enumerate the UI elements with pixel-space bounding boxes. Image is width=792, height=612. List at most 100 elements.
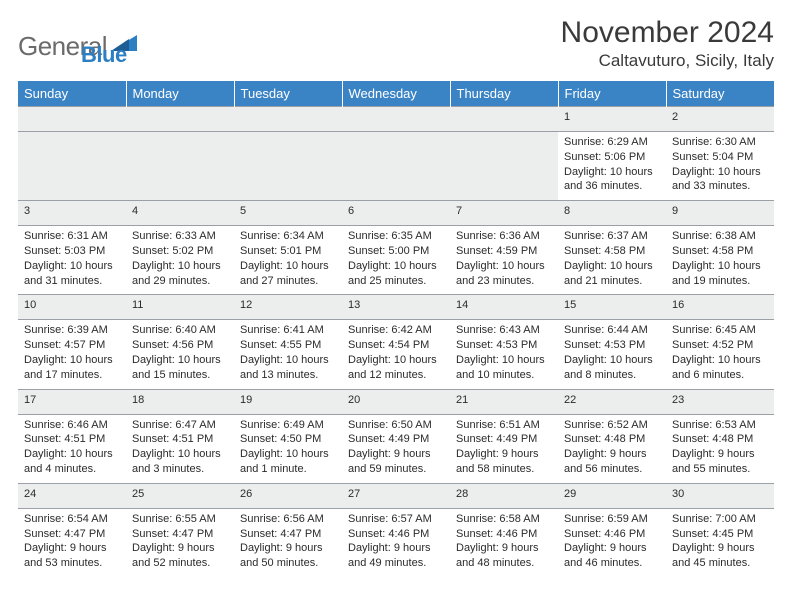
day-content-cell: Sunrise: 6:58 AMSunset: 4:46 PMDaylight:…: [450, 508, 558, 577]
day-header: Thursday: [450, 81, 558, 107]
daylight-text: Daylight: 9 hours and 48 minutes.: [456, 541, 552, 571]
daylight-text: Daylight: 10 hours and 8 minutes.: [564, 353, 660, 383]
sunset-text: Sunset: 5:04 PM: [672, 150, 768, 165]
sunrise-text: Sunrise: 6:42 AM: [348, 323, 444, 338]
sunset-text: Sunset: 4:51 PM: [132, 432, 228, 447]
daylight-text: Daylight: 10 hours and 13 minutes.: [240, 353, 336, 383]
day-content-cell: Sunrise: 6:35 AMSunset: 5:00 PMDaylight:…: [342, 226, 450, 295]
day-number-cell: 15: [558, 295, 666, 320]
daylight-text: Daylight: 10 hours and 6 minutes.: [672, 353, 768, 383]
daylight-text: Daylight: 9 hours and 58 minutes.: [456, 447, 552, 477]
daylight-text: Daylight: 10 hours and 36 minutes.: [564, 165, 660, 195]
day-number-cell: 27: [342, 483, 450, 508]
sunrise-text: Sunrise: 6:49 AM: [240, 418, 336, 433]
daylight-text: Daylight: 10 hours and 17 minutes.: [24, 353, 120, 383]
day-content-cell: Sunrise: 6:54 AMSunset: 4:47 PMDaylight:…: [18, 508, 126, 577]
daylight-text: Daylight: 9 hours and 59 minutes.: [348, 447, 444, 477]
sunset-text: Sunset: 4:47 PM: [24, 527, 120, 542]
sunrise-text: Sunrise: 6:31 AM: [24, 229, 120, 244]
header: General Blue November 2024 Caltavuturo, …: [18, 16, 774, 71]
content-row: Sunrise: 6:54 AMSunset: 4:47 PMDaylight:…: [18, 508, 774, 577]
daylight-text: Daylight: 9 hours and 45 minutes.: [672, 541, 768, 571]
day-number-cell: 29: [558, 483, 666, 508]
day-header: Friday: [558, 81, 666, 107]
location: Caltavuturo, Sicily, Italy: [561, 51, 774, 71]
day-content-cell: Sunrise: 6:52 AMSunset: 4:48 PMDaylight:…: [558, 414, 666, 483]
day-number-cell: 3: [18, 201, 126, 226]
sunset-text: Sunset: 5:06 PM: [564, 150, 660, 165]
day-number-cell: 2: [666, 107, 774, 132]
day-content-cell: Sunrise: 6:33 AMSunset: 5:02 PMDaylight:…: [126, 226, 234, 295]
day-number-cell: 9: [666, 201, 774, 226]
sunset-text: Sunset: 4:52 PM: [672, 338, 768, 353]
day-number-cell: 28: [450, 483, 558, 508]
day-number-cell: 20: [342, 389, 450, 414]
daylight-text: Daylight: 10 hours and 15 minutes.: [132, 353, 228, 383]
daylight-text: Daylight: 9 hours and 53 minutes.: [24, 541, 120, 571]
day-number-cell: 26: [234, 483, 342, 508]
sunset-text: Sunset: 4:46 PM: [564, 527, 660, 542]
daynum-row: 10111213141516: [18, 295, 774, 320]
day-number-cell: 11: [126, 295, 234, 320]
day-content-cell: Sunrise: 6:39 AMSunset: 4:57 PMDaylight:…: [18, 320, 126, 389]
calendar-header-row: SundayMondayTuesdayWednesdayThursdayFrid…: [18, 81, 774, 107]
daylight-text: Daylight: 10 hours and 12 minutes.: [348, 353, 444, 383]
day-content-cell: Sunrise: 6:51 AMSunset: 4:49 PMDaylight:…: [450, 414, 558, 483]
sunset-text: Sunset: 4:49 PM: [348, 432, 444, 447]
day-number-cell: 7: [450, 201, 558, 226]
sunset-text: Sunset: 4:53 PM: [456, 338, 552, 353]
day-number-cell: 18: [126, 389, 234, 414]
sunset-text: Sunset: 4:57 PM: [24, 338, 120, 353]
sunrise-text: Sunrise: 6:34 AM: [240, 229, 336, 244]
daylight-text: Daylight: 9 hours and 46 minutes.: [564, 541, 660, 571]
day-number-cell: 30: [666, 483, 774, 508]
sunrise-text: Sunrise: 6:37 AM: [564, 229, 660, 244]
day-number-cell: 19: [234, 389, 342, 414]
sunset-text: Sunset: 4:46 PM: [348, 527, 444, 542]
day-content-cell: [450, 131, 558, 200]
day-content-cell: [342, 131, 450, 200]
day-number-cell: 23: [666, 389, 774, 414]
sunrise-text: Sunrise: 6:57 AM: [348, 512, 444, 527]
sunrise-text: Sunrise: 6:58 AM: [456, 512, 552, 527]
day-content-cell: Sunrise: 6:44 AMSunset: 4:53 PMDaylight:…: [558, 320, 666, 389]
sunrise-text: Sunrise: 6:39 AM: [24, 323, 120, 338]
daylight-text: Daylight: 10 hours and 1 minute.: [240, 447, 336, 477]
daylight-text: Daylight: 10 hours and 3 minutes.: [132, 447, 228, 477]
day-content-cell: Sunrise: 6:29 AMSunset: 5:06 PMDaylight:…: [558, 131, 666, 200]
sunrise-text: Sunrise: 6:55 AM: [132, 512, 228, 527]
day-number-cell: 21: [450, 389, 558, 414]
day-header: Wednesday: [342, 81, 450, 107]
daylight-text: Daylight: 10 hours and 33 minutes.: [672, 165, 768, 195]
sunset-text: Sunset: 4:49 PM: [456, 432, 552, 447]
daylight-text: Daylight: 9 hours and 56 minutes.: [564, 447, 660, 477]
day-header: Tuesday: [234, 81, 342, 107]
day-content-cell: Sunrise: 6:45 AMSunset: 4:52 PMDaylight:…: [666, 320, 774, 389]
day-content-cell: Sunrise: 6:42 AMSunset: 4:54 PMDaylight:…: [342, 320, 450, 389]
sunset-text: Sunset: 4:55 PM: [240, 338, 336, 353]
day-content-cell: Sunrise: 6:57 AMSunset: 4:46 PMDaylight:…: [342, 508, 450, 577]
day-number-cell: 25: [126, 483, 234, 508]
sunset-text: Sunset: 4:59 PM: [456, 244, 552, 259]
sunrise-text: Sunrise: 6:59 AM: [564, 512, 660, 527]
sunrise-text: Sunrise: 6:50 AM: [348, 418, 444, 433]
day-number-cell: 12: [234, 295, 342, 320]
day-content-cell: Sunrise: 6:43 AMSunset: 4:53 PMDaylight:…: [450, 320, 558, 389]
sunset-text: Sunset: 4:48 PM: [672, 432, 768, 447]
sunrise-text: Sunrise: 6:44 AM: [564, 323, 660, 338]
sunset-text: Sunset: 4:54 PM: [348, 338, 444, 353]
sunset-text: Sunset: 4:47 PM: [240, 527, 336, 542]
daynum-row: 3456789: [18, 201, 774, 226]
sunrise-text: Sunrise: 6:52 AM: [564, 418, 660, 433]
sunrise-text: Sunrise: 6:54 AM: [24, 512, 120, 527]
sunset-text: Sunset: 4:46 PM: [456, 527, 552, 542]
sunset-text: Sunset: 4:51 PM: [24, 432, 120, 447]
sunrise-text: Sunrise: 6:35 AM: [348, 229, 444, 244]
sunrise-text: Sunrise: 6:47 AM: [132, 418, 228, 433]
daylight-text: Daylight: 9 hours and 50 minutes.: [240, 541, 336, 571]
daynum-row: 24252627282930: [18, 483, 774, 508]
day-content-cell: Sunrise: 6:40 AMSunset: 4:56 PMDaylight:…: [126, 320, 234, 389]
daylight-text: Daylight: 10 hours and 23 minutes.: [456, 259, 552, 289]
daylight-text: Daylight: 10 hours and 21 minutes.: [564, 259, 660, 289]
daylight-text: Daylight: 10 hours and 29 minutes.: [132, 259, 228, 289]
